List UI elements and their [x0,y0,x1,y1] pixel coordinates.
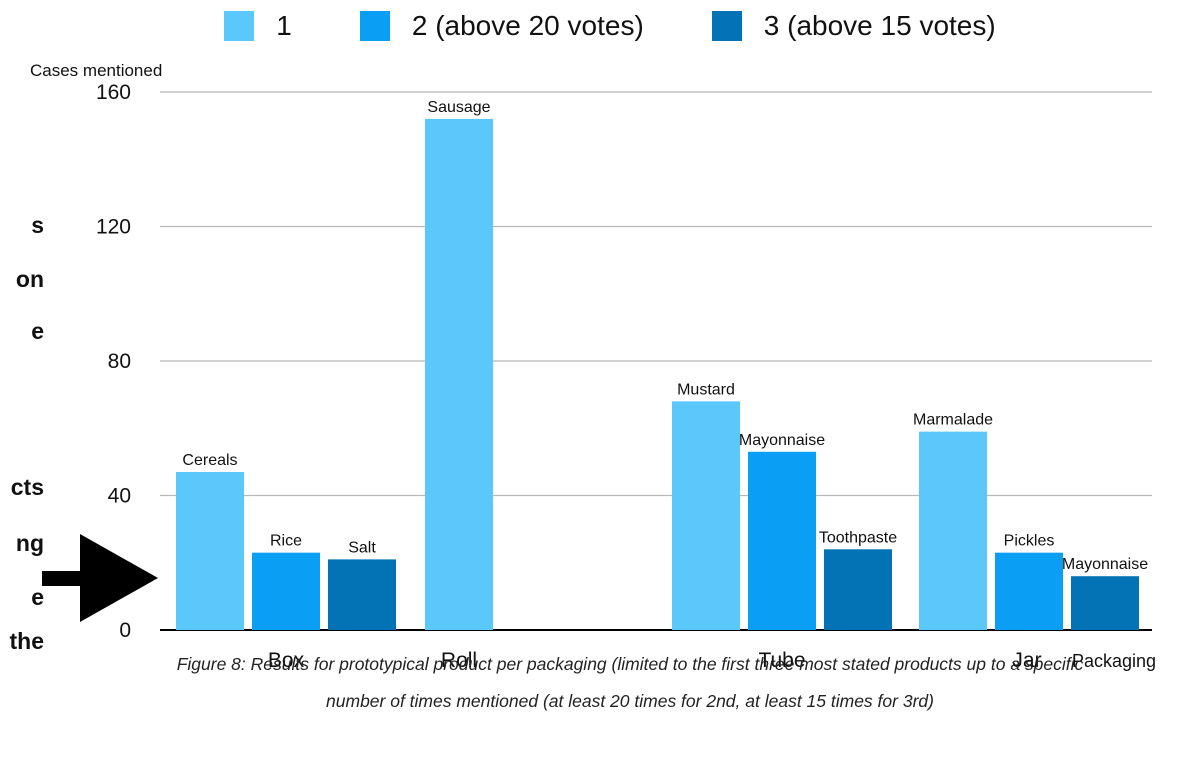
bar-data-label: Mayonnaise [739,432,825,449]
margin-text-fragment: s [31,212,44,238]
y-tick-label: 80 [108,350,131,373]
y-tick-label: 120 [96,216,131,239]
y-axis-ticks: 0 40 80 120 160 [96,81,131,642]
bar [328,559,396,630]
figure-caption: Figure 8: Results for prototypical produ… [176,654,1084,711]
bar-data-label: Pickles [1004,533,1055,550]
bar [252,552,320,630]
legend-label: 1 [276,10,292,41]
x-tick-label: Roll [441,649,477,672]
bar-data-label: Sausage [427,99,490,116]
bar-data-label: Mayonnaise [1062,556,1148,573]
bar [919,431,987,630]
y-tick-label: 0 [119,619,131,642]
y-tick-label: 40 [108,485,131,508]
bar-data-label: Toothpaste [819,529,897,546]
bar-data-label: Marmalade [913,412,993,429]
margin-text-fragment: cts [10,474,44,500]
bar [672,401,740,630]
bars [176,118,1139,631]
margin-text-fragment: on [15,266,44,292]
bar-data-label: Cereals [182,452,237,469]
x-tick-label: Tube [758,649,805,672]
legend-swatch [359,11,390,41]
margin-text-fragment: e [31,318,44,344]
x-tick-label: Box [268,649,305,672]
bar [748,451,816,630]
legend-label: 2 (above 20 votes) [411,10,644,41]
chart-legend: 1 2 (above 20 votes) 3 (above 15 votes) [0,6,1184,46]
bar-data-label: Rice [270,533,302,550]
legend-item: 3 (above 15 votes) [711,10,996,42]
x-tick-label: Jar [1012,649,1041,672]
x-axis-ticks: Box Roll Tube Jar [268,649,1042,672]
legend-label: 3 (above 15 votes) [763,10,996,41]
margin-text-fragment: ng [15,530,44,556]
bar [425,118,493,631]
legend-swatch [711,11,742,41]
bar-labels: Cereals Rice Salt Sausage Mustard Mayonnaise T… [182,99,1148,573]
bar-data-label: Mustard [677,381,735,398]
bar [176,471,244,630]
legend-item: 2 (above 20 votes) [359,10,644,42]
arrow-right-icon [42,534,158,622]
x-axis-label: Packaging [1072,651,1156,671]
margin-text-fragment: the [9,628,45,654]
legend-swatch [224,11,255,41]
bar [1071,576,1139,630]
bar [824,549,892,630]
bar [995,552,1063,630]
y-axis-label: Cases mentioned [30,61,162,80]
bar-data-label: Salt [348,539,376,556]
cropped-margin-text: s on e cts ng e the [0,0,58,780]
y-tick-label: 160 [96,81,131,104]
legend-item: 1 [224,10,292,42]
margin-text-fragment: e [31,584,44,610]
